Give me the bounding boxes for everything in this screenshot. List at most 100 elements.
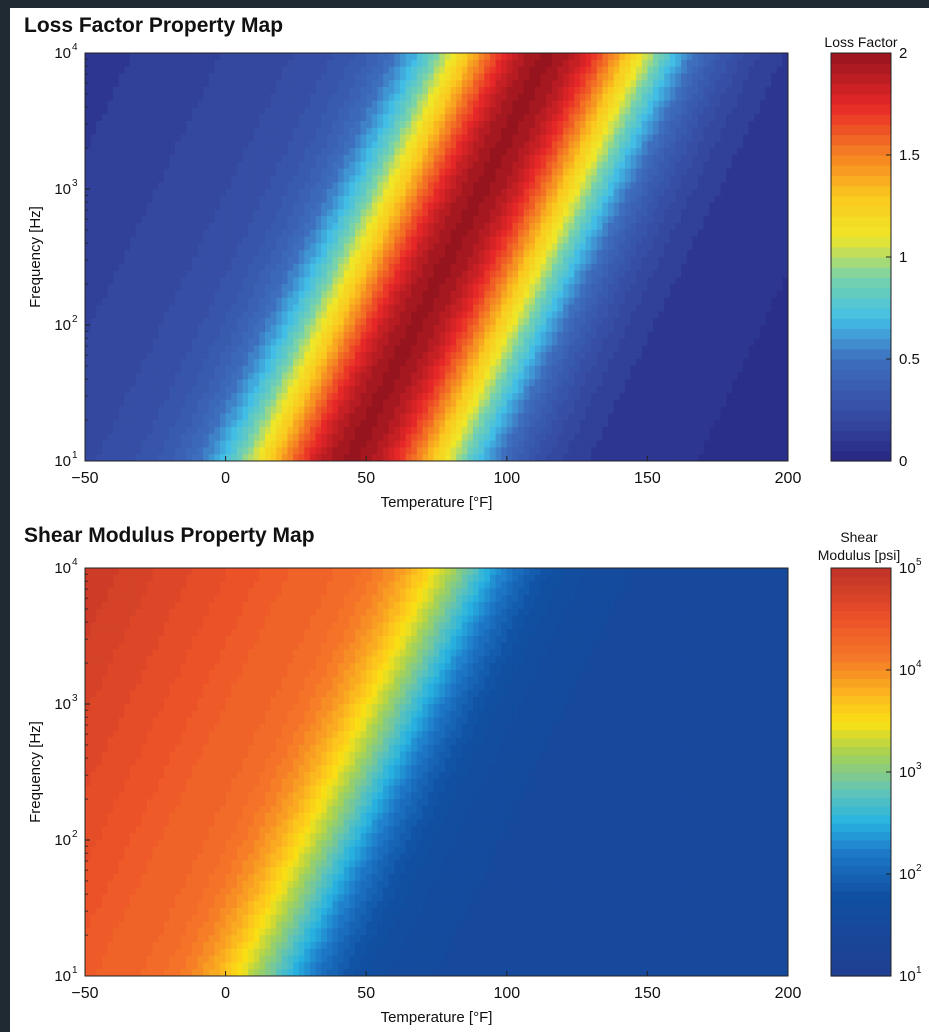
heatmap-cell (765, 175, 772, 183)
heatmap-cell (636, 59, 643, 68)
heatmap-cell (782, 175, 788, 183)
heatmap-cell (506, 223, 514, 231)
heatmap-cell (608, 209, 615, 217)
heatmap-cell (478, 161, 485, 170)
heatmap-cell (546, 223, 553, 231)
heatmap-cell (518, 277, 525, 285)
heatmap-cell (321, 304, 328, 312)
heatmap-cell (759, 311, 767, 319)
heatmap-cell (444, 53, 452, 61)
heatmap-cell (281, 155, 289, 163)
heatmap-cell (287, 270, 294, 278)
heatmap-cell (602, 168, 609, 176)
heatmap-cell (698, 297, 705, 306)
heatmap-cell (270, 100, 277, 108)
heatmap-cell (686, 236, 693, 244)
heatmap-cell (394, 168, 401, 176)
heatmap-cell (214, 182, 221, 190)
heatmap-cell (113, 297, 120, 306)
heatmap-cell (309, 229, 317, 238)
heatmap-cell (248, 59, 255, 68)
heatmap-cell (433, 223, 440, 231)
heatmap-cell (270, 304, 277, 312)
heatmap-cell (624, 195, 632, 204)
heatmap-cell (371, 127, 379, 136)
heatmap-cell (754, 59, 761, 68)
heatmap-cell (225, 257, 232, 265)
heatmap-cell (585, 243, 592, 251)
heatmap-cell (579, 134, 587, 142)
heatmap-cell (731, 236, 738, 244)
heatmap-cell (641, 148, 648, 156)
heatmap-cell (208, 291, 215, 299)
heatmap-cell (754, 263, 761, 272)
heatmap-cell (703, 161, 710, 170)
heatmap-cell (630, 304, 637, 312)
heatmap-cell (146, 134, 154, 142)
heatmap-cell (444, 93, 452, 102)
heatmap-cell (546, 66, 553, 74)
heatmap-cell (186, 297, 193, 306)
heatmap-cell (636, 168, 643, 176)
heatmap-cell (737, 168, 744, 176)
heatmap-cell (264, 175, 272, 183)
heatmap-cell (349, 202, 356, 210)
heatmap-cell (630, 80, 637, 88)
heatmap-cell (124, 73, 131, 81)
heatmap-cell (411, 93, 418, 102)
heatmap-cell (591, 155, 598, 163)
heatmap-cell (686, 168, 693, 176)
heatmap-cell (332, 73, 339, 81)
heatmap-cell (394, 229, 401, 238)
heatmap-cell (90, 175, 97, 183)
heatmap-cell (669, 284, 677, 292)
heatmap-cell (186, 121, 193, 129)
heatmap-cell (405, 243, 412, 251)
heatmap-cell (124, 318, 131, 326)
heatmap-cell (129, 121, 137, 129)
heatmap-cell (619, 114, 626, 122)
heatmap-cell (737, 141, 744, 149)
heatmap-cell (776, 257, 783, 265)
heatmap-cell (523, 318, 530, 326)
heatmap-cell (298, 155, 305, 163)
heatmap-cell (647, 291, 654, 299)
heatmap-cell (315, 168, 322, 176)
heatmap-cell (686, 195, 693, 204)
heatmap-cell (293, 257, 300, 265)
heatmap-cell (574, 243, 581, 251)
heatmap-cell (433, 127, 440, 136)
heatmap-cell (174, 189, 182, 197)
heatmap-cell (422, 59, 429, 68)
heatmap-cell (405, 202, 412, 210)
heatmap-cell (658, 134, 665, 142)
heatmap-cell (349, 291, 356, 299)
heatmap-cell (433, 216, 440, 224)
heatmap-cell (754, 87, 761, 95)
heatmap-cell (743, 87, 750, 95)
heatmap-cell (771, 257, 778, 265)
heatmap-cell (411, 127, 418, 136)
heatmap-cell (473, 311, 480, 319)
heatmap-cell (731, 229, 738, 238)
heatmap-cell (484, 229, 491, 238)
heatmap-cell (641, 216, 648, 224)
heatmap-cell (405, 141, 412, 149)
heatmap-cell (714, 161, 722, 170)
heatmap-cell (90, 134, 97, 142)
heatmap-cell (225, 66, 232, 74)
heatmap-cell (433, 80, 440, 88)
heatmap-cell (107, 304, 114, 312)
heatmap-cell (692, 318, 699, 326)
heatmap-cell (326, 236, 334, 244)
heatmap-cell (428, 107, 435, 115)
heatmap-cell (703, 66, 710, 74)
heatmap-cell (439, 175, 446, 183)
heatmap-cell (113, 311, 120, 319)
heatmap-cell (152, 87, 159, 95)
heatmap-cell (512, 297, 519, 306)
heatmap-cell (574, 257, 581, 265)
heatmap-cell (129, 148, 137, 156)
heatmap-cell (624, 284, 632, 292)
heatmap-cell (141, 107, 148, 115)
